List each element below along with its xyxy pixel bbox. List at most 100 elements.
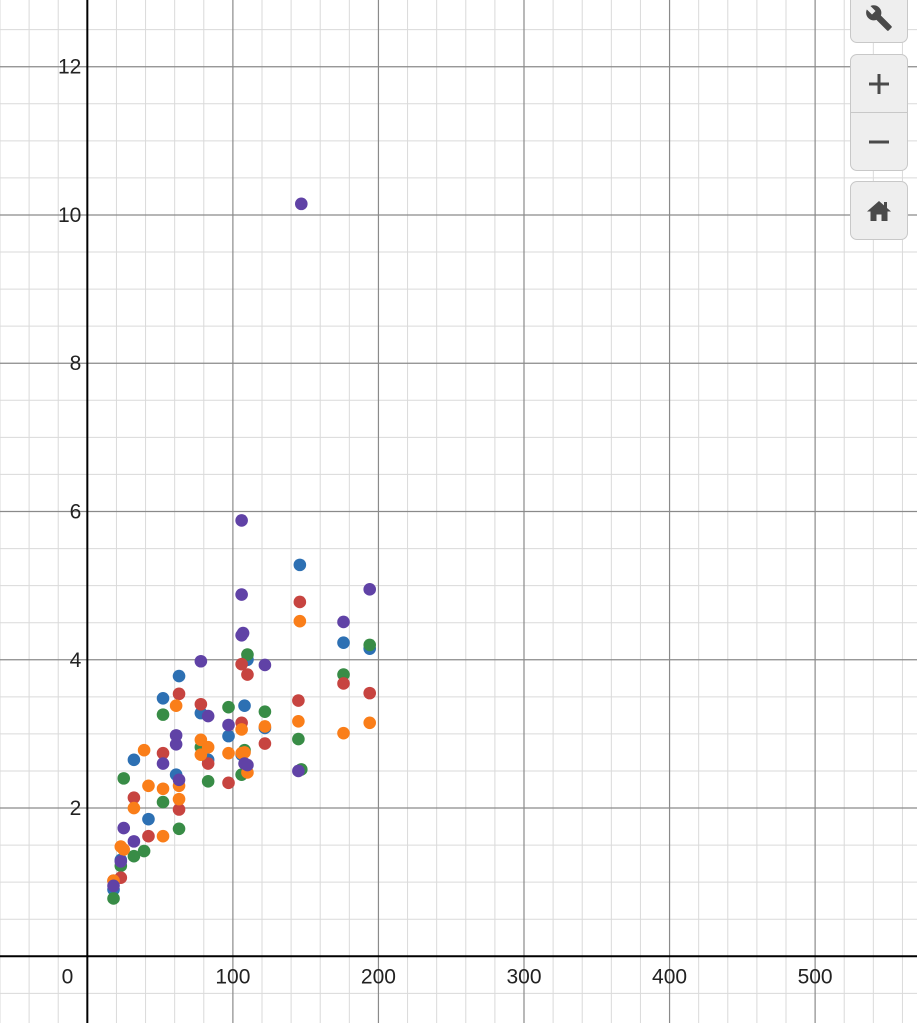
data-point[interactable] bbox=[363, 583, 377, 596]
data-point[interactable] bbox=[156, 746, 170, 760]
data-point[interactable] bbox=[117, 821, 131, 835]
x-tick-label: 400 bbox=[652, 965, 687, 988]
series-4 bbox=[107, 614, 377, 887]
data-point[interactable] bbox=[292, 714, 305, 728]
y-tick-label: 2 bbox=[70, 797, 82, 820]
data-point[interactable] bbox=[142, 829, 155, 843]
data-point[interactable] bbox=[222, 700, 235, 714]
data-point[interactable] bbox=[258, 737, 272, 750]
data-point[interactable] bbox=[337, 668, 350, 681]
data-point[interactable] bbox=[293, 614, 307, 628]
data-point[interactable] bbox=[156, 782, 170, 796]
data-points bbox=[107, 197, 377, 905]
data-point[interactable] bbox=[241, 758, 254, 772]
data-point[interactable] bbox=[117, 772, 131, 785]
data-point[interactable] bbox=[156, 829, 170, 843]
tick-labels: 0 100 200 300 400 500 2 4 6 8 10 12 bbox=[58, 56, 833, 989]
data-point[interactable] bbox=[137, 743, 151, 757]
data-point[interactable] bbox=[238, 699, 251, 713]
data-point[interactable] bbox=[117, 843, 131, 856]
data-point[interactable] bbox=[258, 705, 272, 718]
data-point[interactable] bbox=[127, 801, 141, 815]
x-tick-label: 100 bbox=[215, 965, 250, 988]
data-point[interactable] bbox=[107, 879, 120, 893]
default-viewport-button[interactable] bbox=[850, 181, 908, 240]
data-point[interactable] bbox=[238, 746, 251, 759]
data-point[interactable] bbox=[292, 764, 305, 778]
data-point[interactable] bbox=[137, 844, 151, 858]
series-5 bbox=[107, 197, 377, 893]
series-3 bbox=[107, 595, 377, 887]
data-point[interactable] bbox=[127, 791, 141, 804]
data-point[interactable] bbox=[337, 636, 350, 650]
data-point[interactable] bbox=[293, 558, 307, 572]
data-point[interactable] bbox=[169, 729, 183, 742]
data-point[interactable] bbox=[337, 677, 350, 690]
data-point[interactable] bbox=[222, 776, 235, 790]
data-point[interactable] bbox=[156, 692, 170, 705]
x-tick-label: 500 bbox=[798, 965, 833, 988]
data-point[interactable] bbox=[172, 822, 186, 836]
data-point[interactable] bbox=[337, 615, 350, 629]
data-point[interactable] bbox=[363, 686, 377, 700]
data-point[interactable] bbox=[201, 775, 215, 788]
y-tick-label: 10 bbox=[58, 204, 81, 227]
data-point[interactable] bbox=[363, 638, 377, 652]
plus-icon bbox=[868, 73, 890, 95]
data-point[interactable] bbox=[156, 757, 170, 770]
data-point[interactable] bbox=[172, 773, 186, 787]
data-point[interactable] bbox=[292, 694, 305, 707]
data-point[interactable] bbox=[258, 658, 272, 672]
data-point[interactable] bbox=[295, 197, 308, 211]
x-tick-label: 300 bbox=[506, 965, 541, 988]
data-point[interactable] bbox=[169, 699, 183, 713]
data-point[interactable] bbox=[363, 716, 377, 730]
data-point[interactable] bbox=[236, 626, 250, 640]
data-point[interactable] bbox=[201, 757, 215, 770]
y-tick-label: 8 bbox=[70, 352, 82, 375]
x-tick-label: 200 bbox=[361, 965, 396, 988]
data-point[interactable] bbox=[293, 595, 307, 609]
data-point[interactable] bbox=[194, 697, 208, 711]
data-point[interactable] bbox=[222, 729, 235, 743]
data-point[interactable] bbox=[235, 514, 248, 527]
data-point[interactable] bbox=[222, 718, 235, 732]
data-point[interactable] bbox=[235, 588, 248, 601]
data-point[interactable] bbox=[172, 669, 186, 683]
minus-icon bbox=[868, 131, 890, 153]
data-point[interactable] bbox=[127, 753, 141, 767]
data-point[interactable] bbox=[258, 720, 272, 733]
data-point[interactable] bbox=[201, 709, 215, 723]
data-point[interactable] bbox=[142, 779, 155, 793]
wrench-icon bbox=[865, 4, 893, 32]
data-point[interactable] bbox=[337, 726, 350, 740]
y-tick-label: 12 bbox=[58, 56, 81, 79]
data-point[interactable] bbox=[235, 723, 248, 736]
data-point[interactable] bbox=[292, 732, 305, 746]
data-point[interactable] bbox=[172, 687, 186, 701]
data-point[interactable] bbox=[241, 648, 254, 661]
data-point[interactable] bbox=[156, 708, 170, 721]
data-point[interactable] bbox=[194, 654, 208, 668]
data-point[interactable] bbox=[127, 849, 141, 863]
data-point[interactable] bbox=[127, 835, 141, 848]
data-point[interactable] bbox=[222, 746, 235, 760]
data-point[interactable] bbox=[241, 668, 254, 681]
data-point[interactable] bbox=[107, 892, 120, 905]
data-point[interactable] bbox=[142, 812, 155, 826]
zoom-out-button[interactable] bbox=[850, 112, 908, 171]
zoom-in-button[interactable] bbox=[850, 54, 908, 113]
data-point[interactable] bbox=[172, 792, 186, 806]
data-point[interactable] bbox=[172, 803, 186, 816]
data-point[interactable] bbox=[169, 737, 183, 751]
home-icon bbox=[866, 199, 892, 223]
y-tick-label: 4 bbox=[70, 649, 82, 672]
data-point[interactable] bbox=[235, 657, 248, 671]
graph-settings-button[interactable] bbox=[850, 0, 908, 43]
data-point[interactable] bbox=[156, 795, 170, 809]
data-point[interactable] bbox=[201, 740, 215, 754]
data-point[interactable] bbox=[114, 855, 128, 868]
